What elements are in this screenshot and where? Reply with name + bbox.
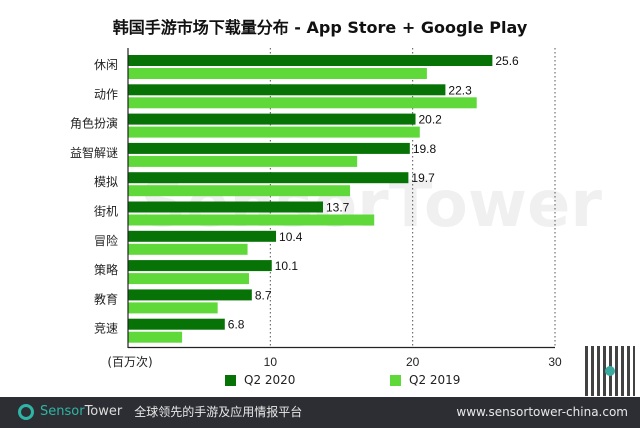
bar-q2-2020 xyxy=(128,142,410,154)
bar-chart: 10 20 30 (百万次) 休闲 25.6 动作 22.3 角色扮演 20.2 益智解谜 19.8 模… xyxy=(70,48,562,369)
legend-label: Q2 2019 xyxy=(409,373,461,387)
bar-q2-2020 xyxy=(128,289,252,301)
bar-q2-2019 xyxy=(128,214,375,226)
category-label: 休闲 xyxy=(94,58,118,72)
footer-brand: SensorTower 全球领先的手游及应用情报平台 xyxy=(18,403,302,420)
bar-q2-2019 xyxy=(128,243,248,255)
data-label: 19.7 xyxy=(411,171,435,185)
data-label: 6.8 xyxy=(228,318,245,332)
bar-q2-2019 xyxy=(128,126,420,138)
data-label: 8.7 xyxy=(255,288,272,302)
qr-code xyxy=(585,346,635,396)
category-label: 模拟 xyxy=(94,175,118,189)
category-label: 策略 xyxy=(94,262,118,277)
category-label: 冒险 xyxy=(94,233,118,248)
bar-q2-2020 xyxy=(128,201,323,213)
chart-title: 韩国手游市场下载量分布 - App Store + Google Play xyxy=(112,18,528,37)
footer-bar: SensorTower 全球领先的手游及应用情报平台 www.sensortow… xyxy=(0,397,640,428)
bar-q2-2020 xyxy=(128,318,225,330)
x-tick-label: 30 xyxy=(548,355,562,369)
legend-item-q2-2020: Q2 2020 xyxy=(225,373,295,387)
x-tick-label: 10 xyxy=(264,355,278,369)
data-label: 10.1 xyxy=(275,259,299,273)
x-tick-label: 20 xyxy=(406,355,420,369)
data-label: 19.8 xyxy=(413,142,437,156)
bar-q2-2020 xyxy=(128,230,277,242)
legend-label: Q2 2020 xyxy=(244,373,296,387)
bar-q2-2019 xyxy=(128,155,358,167)
data-label: 25.6 xyxy=(495,54,519,68)
data-label: 22.3 xyxy=(448,83,472,97)
bar-q2-2020 xyxy=(128,172,409,184)
bar-q2-2020 xyxy=(128,55,493,66)
legend-item-q2-2019: Q2 2019 xyxy=(390,373,460,387)
legend-swatch xyxy=(390,374,401,386)
category-label: 益智解谜 xyxy=(70,145,118,160)
brand-name: SensorTower xyxy=(40,404,123,419)
data-label: 10.4 xyxy=(279,230,303,244)
bar-q2-2019 xyxy=(128,97,477,109)
bar-q2-2020 xyxy=(128,113,416,125)
category-label: 竞速 xyxy=(94,322,118,336)
bar-q2-2019 xyxy=(128,302,218,314)
website-url: www.sensortower-china.com xyxy=(456,405,628,419)
bar-q2-2019 xyxy=(128,185,351,197)
x-axis-label: (百万次) xyxy=(107,355,152,369)
data-label: 13.7 xyxy=(326,201,350,215)
category-label: 动作 xyxy=(94,87,118,101)
sensortower-logo-icon xyxy=(18,403,34,420)
bar-q2-2020 xyxy=(128,84,446,96)
slogan: 全球领先的手游及应用情报平台 xyxy=(134,405,303,419)
bar-q2-2019 xyxy=(128,68,427,79)
legend-swatch xyxy=(225,374,236,386)
data-label: 20.2 xyxy=(419,113,443,127)
bar-q2-2019 xyxy=(128,273,249,285)
bar-q2-2019 xyxy=(128,331,183,343)
category-label: 教育 xyxy=(94,291,118,306)
category-label: 街机 xyxy=(94,205,118,219)
category-label: 角色扮演 xyxy=(70,116,118,131)
bar-q2-2020 xyxy=(128,260,272,272)
